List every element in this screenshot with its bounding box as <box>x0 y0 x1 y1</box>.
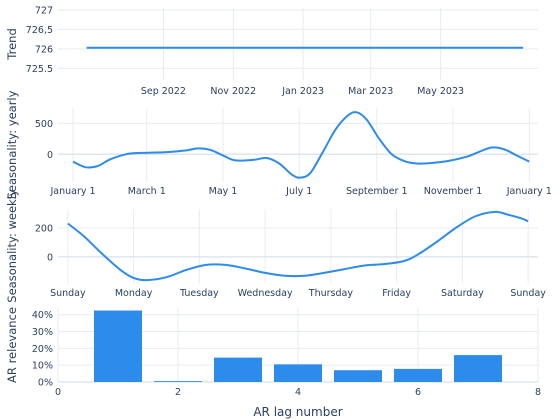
bar-lag-7 <box>454 355 502 382</box>
bar-lag-4 <box>274 364 322 382</box>
bar-lag-1 <box>94 310 142 382</box>
subplot-trend: Sep 2022 Nov 2022 Jan 2023 Mar 2023 May 2023… <box>5 5 538 121</box>
x-tick-label-yearly: September 1 <box>346 186 408 197</box>
y-tick-label-trend: 727 <box>35 5 53 16</box>
x-tick-label-weekly: Monday <box>115 288 153 299</box>
x-tick-label-weekly: Wednesday <box>238 288 293 299</box>
series-line-yearly <box>72 111 530 179</box>
x-tick-label-weekly: Sunday <box>510 288 546 299</box>
x-tick-label-trend: Sep 2022 <box>141 86 186 97</box>
x-tick-label-trend: Mar 2023 <box>348 86 393 97</box>
plot-area-yearly <box>58 108 538 182</box>
y-tick-label-yearly: 500 <box>35 119 53 130</box>
bar-lag-2 <box>154 381 202 382</box>
x-tick-label-weekly: Sunday <box>50 288 86 299</box>
x-tick-label-yearly: January 1 <box>506 186 552 197</box>
x-tick-label-trend: Jan 2023 <box>281 86 324 97</box>
x-tick-label-yearly: July 1 <box>285 186 312 197</box>
x-tick-label-weekly: Saturday <box>441 288 484 299</box>
plot-area-trend <box>58 8 538 80</box>
x-tick-label-weekly: Friday <box>382 288 411 299</box>
x-tick-label-weekly: Tuesday <box>179 288 219 299</box>
subplot-yearly: January 1 March 1 May 1 July 1 September 1 No… <box>5 90 552 222</box>
y-tick-label-weekly: 200 <box>35 223 53 234</box>
x-tick-label-weekly: Thursday <box>308 288 354 299</box>
y-tick-label-trend: 726 <box>35 44 53 55</box>
bar-lag-3 <box>214 357 262 382</box>
x-tick-label-yearly: May 1 <box>209 186 238 197</box>
x-tick-label-ar: 6 <box>415 387 421 398</box>
plot-area-weekly <box>58 209 538 283</box>
y-axis-title-weekly: Seasonality: weekly <box>5 189 19 303</box>
x-tick-label-ar: 4 <box>295 387 301 398</box>
y-tick-label-ar: 10% <box>32 361 53 372</box>
x-tick-label-trend: Nov 2022 <box>210 86 256 97</box>
y-axis-title-ar: AR relevance <box>5 307 19 383</box>
y-tick-label-weekly: 0 <box>47 252 53 263</box>
y-tick-label-ar: 0% <box>38 378 53 389</box>
bar-lag-6 <box>394 368 442 382</box>
y-tick-label-trend: 726,5 <box>26 25 53 36</box>
x-tick-label-yearly: November 1 <box>424 186 482 197</box>
y-tick-label-ar: 40% <box>32 310 53 321</box>
bar-lag-5 <box>334 370 382 382</box>
x-axis-title-ar: AR lag number <box>253 405 342 419</box>
subplot-ar: 0 2 4 6 8 0% 10% 20% 30% 40% AR lag number AR relev… <box>5 307 541 419</box>
y-tick-label-yearly: 0 <box>47 150 53 161</box>
y-tick-label-ar: 20% <box>32 344 53 355</box>
y-tick-label-trend: 725.5 <box>26 64 53 75</box>
x-tick-label-ar: 8 <box>535 387 541 398</box>
x-tick-label-trend: May 2023 <box>417 86 464 97</box>
series-line-weekly <box>67 210 529 282</box>
x-tick-label-yearly: January 1 <box>49 186 95 197</box>
y-tick-label-ar: 30% <box>32 327 53 338</box>
y-axis-title-trend: Trend <box>5 28 19 60</box>
x-tick-label-yearly: March 1 <box>128 186 166 197</box>
y-axis-title-yearly: Seasonality: yearly <box>5 90 19 199</box>
subplot-weekly: Sunday Monday Tuesday Wednesday Thursday Frid… <box>5 189 546 322</box>
x-tick-label-ar: 2 <box>175 387 181 398</box>
x-tick-label-ar: 0 <box>55 387 61 398</box>
